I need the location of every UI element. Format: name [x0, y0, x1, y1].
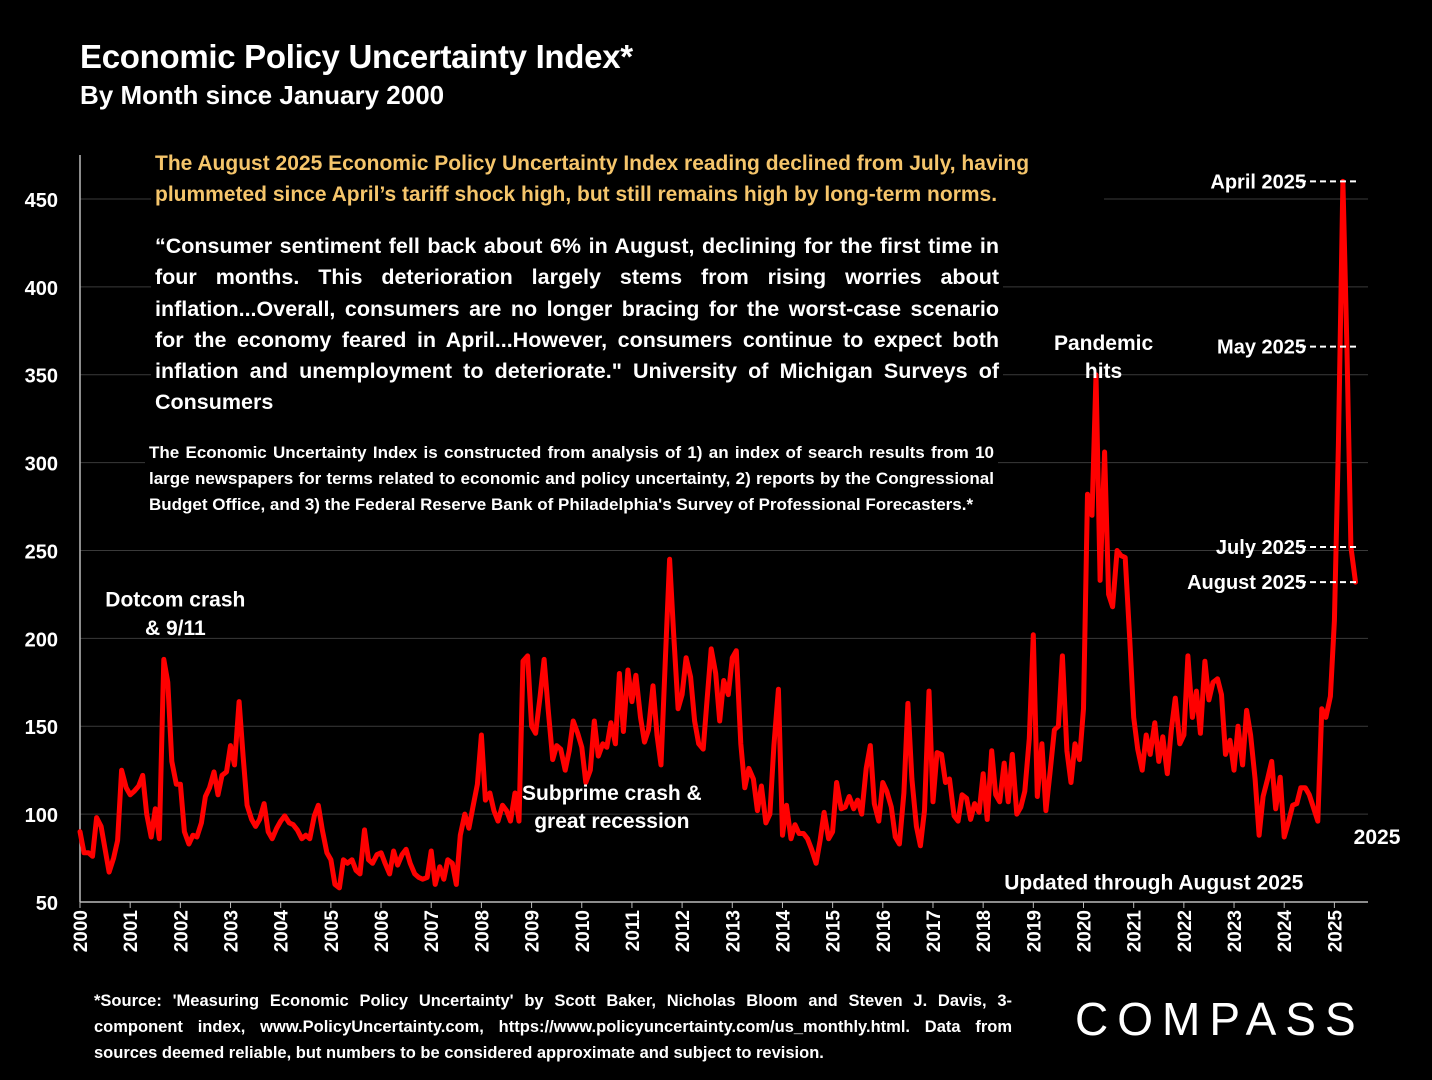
x-tick-label: 2024 [1275, 910, 1296, 953]
y-tick-label: 250 [25, 541, 58, 563]
x-tick-label: 2010 [573, 910, 594, 952]
x-tick-label: 2022 [1175, 910, 1196, 952]
x-tick-label: 2013 [723, 910, 744, 952]
x-tick-label: 2005 [322, 910, 343, 953]
reference-label-text: May 2025 [1217, 337, 1306, 359]
annotation: Updated through August 2025 [1004, 872, 1303, 895]
x-tick-label: 2012 [673, 910, 694, 952]
x-tick-label: 2003 [222, 910, 243, 952]
y-tick-label: 300 [25, 454, 58, 476]
x-tick-label: 2006 [372, 910, 393, 952]
y-axis: 50 100 150 200 250 300 350 400 450 [25, 155, 81, 915]
y-tick-label: 150 [25, 717, 58, 739]
x-tick-label: 2016 [874, 910, 895, 952]
source-footnote: *Source: 'Measuring Economic Policy Unce… [94, 992, 1012, 1062]
x-tick-label: 2018 [974, 910, 995, 952]
reference-label: April 2025 [1210, 171, 1360, 193]
reference-label-text: April 2025 [1210, 171, 1306, 193]
x-tick-label: 2009 [523, 910, 544, 952]
quote-text: “Consumer sentiment fell back about 6% i… [151, 229, 1003, 421]
reference-labels: April 2025 May 2025 July 2025 August 2025 [1187, 171, 1360, 594]
x-tick-label: 2002 [171, 910, 192, 952]
reference-label: August 2025 [1187, 572, 1360, 594]
annotation: Subprime crash & [522, 782, 702, 805]
x-tick-label: 2000 [71, 910, 92, 952]
y-tick-label: 100 [25, 805, 58, 827]
annotation: 2025 [1354, 826, 1401, 849]
x-tick-label: 2021 [1125, 910, 1146, 953]
y-tick-label: 400 [25, 278, 58, 300]
y-tick-label: 50 [36, 893, 58, 915]
annotation: Pandemic [1054, 332, 1154, 355]
reference-label-text: July 2025 [1216, 537, 1306, 559]
x-axis: 2000 2001 2002 2003 2004 2005 2006 2007 2008 2009… [71, 901, 1368, 953]
series-line [77, 178, 1358, 891]
annotation: Dotcom crash [105, 589, 245, 612]
y-tick-label: 350 [25, 366, 58, 388]
x-tick-label: 2015 [824, 910, 845, 953]
x-tick-label: 2011 [623, 910, 644, 952]
annotation: great recession [534, 810, 689, 833]
x-tick-label: 2007 [422, 910, 443, 952]
x-tick-label: 2023 [1225, 910, 1246, 952]
x-tick-label: 2004 [272, 910, 293, 953]
annotation: hits [1085, 360, 1122, 383]
reference-label-text: August 2025 [1187, 572, 1306, 594]
page-title: Economic Policy Uncertainty Index* [80, 38, 633, 75]
callout-text: The August 2025 Economic Policy Uncertai… [151, 148, 1104, 210]
annotations: Dotcom crash & 9/11 Pandemic hits Subprime c… [105, 332, 1400, 895]
x-tick-label: 2019 [1024, 910, 1045, 952]
compass-logo: COMPASS [1075, 993, 1365, 1045]
x-tick-label: 2017 [924, 910, 945, 952]
y-tick-label: 450 [25, 190, 58, 212]
x-tick-label: 2008 [472, 910, 493, 952]
annotation: & 9/11 [145, 617, 206, 640]
y-tick-label: 200 [25, 629, 58, 651]
x-tick-label: 2014 [773, 910, 794, 953]
x-tick-label: 2001 [121, 910, 142, 953]
reference-label: July 2025 [1216, 537, 1360, 559]
x-tick-label: 2020 [1075, 910, 1096, 952]
reference-label: May 2025 [1217, 337, 1360, 359]
x-tick-label: 2025 [1325, 910, 1346, 953]
page-subtitle: By Month since January 2000 [80, 80, 445, 110]
method-note: The Economic Uncertainty Index is constr… [145, 438, 998, 520]
